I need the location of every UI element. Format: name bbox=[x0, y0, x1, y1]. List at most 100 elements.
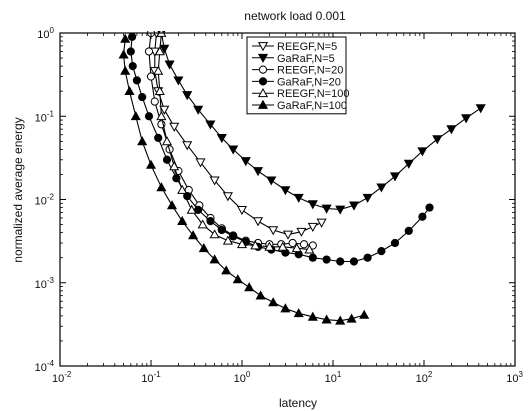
data-point bbox=[252, 217, 264, 227]
x-tick-label-exponent: -1 bbox=[154, 370, 162, 379]
data-point bbox=[236, 239, 248, 249]
data-point bbox=[321, 204, 332, 214]
data-point bbox=[389, 172, 401, 182]
legend-swatch-marker bbox=[257, 99, 269, 109]
data-point bbox=[124, 85, 135, 95]
data-point bbox=[348, 201, 360, 211]
data-point bbox=[182, 91, 193, 101]
y-tick-label: 10-1 bbox=[35, 109, 55, 124]
data-point bbox=[188, 230, 199, 240]
data-point bbox=[173, 76, 184, 86]
data-point bbox=[244, 282, 255, 292]
data-point bbox=[164, 60, 175, 70]
data-point bbox=[209, 176, 220, 186]
data-point bbox=[280, 186, 291, 196]
legend: REEGF,N=5GaRaF,N=5REEGF,N=20GaRaF,N=20RE… bbox=[246, 36, 349, 115]
data-point bbox=[154, 133, 163, 142]
x-tick-label: 103 bbox=[506, 370, 523, 385]
data-point bbox=[255, 290, 266, 300]
data-point bbox=[138, 92, 147, 102]
x-tick-label: 102 bbox=[416, 370, 433, 385]
data-point bbox=[222, 235, 233, 245]
data-point bbox=[308, 253, 317, 262]
legend-entry-label: GaRaF,N=5 bbox=[277, 53, 335, 65]
x-tick-label: 101 bbox=[325, 370, 342, 385]
data-point bbox=[162, 155, 172, 164]
data-point bbox=[182, 141, 193, 151]
data-point bbox=[307, 222, 318, 233]
legend-entry-label: REEGF,N=20 bbox=[277, 65, 343, 77]
legend-swatch-marker bbox=[257, 53, 269, 64]
data-point bbox=[177, 215, 188, 225]
y-tick-label-base: 10 bbox=[35, 112, 47, 124]
data-point bbox=[390, 238, 400, 248]
data-point bbox=[156, 182, 167, 192]
data-point bbox=[118, 49, 129, 59]
legend-entry-label: GaRaF,N=100 bbox=[277, 100, 347, 112]
data-point bbox=[321, 314, 332, 324]
data-point bbox=[145, 159, 157, 169]
data-point bbox=[363, 253, 372, 262]
data-point bbox=[446, 125, 457, 135]
data-point bbox=[250, 240, 261, 250]
data-point bbox=[222, 192, 233, 202]
legend-swatch-marker bbox=[257, 42, 269, 52]
data-point bbox=[377, 246, 386, 256]
data-point bbox=[349, 257, 359, 266]
data-point bbox=[307, 200, 318, 210]
x-tick-label-exponent: -2 bbox=[64, 370, 72, 379]
data-point bbox=[156, 110, 167, 121]
data-point bbox=[264, 241, 275, 251]
chart-title: network load 0.001 bbox=[244, 9, 346, 23]
data-point bbox=[425, 203, 434, 212]
legend-swatch-marker bbox=[257, 87, 269, 98]
legend-entry-label: REEGF,N=100 bbox=[277, 88, 349, 100]
data-point bbox=[268, 226, 279, 236]
data-point bbox=[335, 315, 346, 325]
data-point bbox=[432, 135, 443, 145]
y-tick-label: 10-2 bbox=[35, 193, 55, 208]
data-point bbox=[475, 104, 486, 114]
data-point bbox=[146, 72, 156, 81]
y-tick-label-exponent: -1 bbox=[47, 109, 55, 118]
y-tick-label-exponent: 0 bbox=[50, 26, 55, 35]
data-point bbox=[418, 212, 427, 221]
y-tick-label-base: 10 bbox=[35, 196, 47, 208]
x-tick-label: 100 bbox=[234, 370, 251, 385]
series-layer bbox=[118, 31, 486, 325]
data-point bbox=[132, 76, 142, 85]
data-point bbox=[137, 136, 148, 146]
y-tick-label-base: 10 bbox=[35, 279, 47, 291]
y-tick-label-exponent: -4 bbox=[47, 359, 55, 368]
data-point bbox=[316, 218, 327, 228]
x-tick-label-base: 10 bbox=[506, 373, 518, 385]
data-point bbox=[336, 257, 345, 266]
data-point bbox=[240, 157, 251, 167]
data-point bbox=[205, 120, 216, 130]
data-point bbox=[144, 112, 154, 121]
data-point bbox=[236, 206, 248, 216]
data-point bbox=[169, 161, 180, 171]
data-point bbox=[153, 65, 164, 75]
data-point bbox=[299, 240, 309, 249]
data-point bbox=[161, 136, 173, 146]
data-point bbox=[216, 134, 227, 144]
data-point bbox=[266, 176, 277, 186]
data-point bbox=[154, 85, 165, 95]
data-point bbox=[206, 217, 215, 226]
data-point bbox=[376, 183, 387, 193]
legend-entry-label: REEGF,N=5 bbox=[277, 41, 337, 53]
data-point bbox=[177, 184, 188, 194]
data-point bbox=[359, 309, 370, 319]
data-point bbox=[128, 32, 137, 41]
data-point bbox=[150, 97, 159, 106]
y-tick-label-base: 10 bbox=[35, 362, 47, 374]
data-point bbox=[322, 255, 331, 264]
data-point bbox=[403, 159, 414, 169]
data-point bbox=[417, 147, 428, 157]
data-point bbox=[229, 232, 238, 241]
data-point bbox=[126, 47, 135, 56]
data-point bbox=[346, 313, 357, 323]
